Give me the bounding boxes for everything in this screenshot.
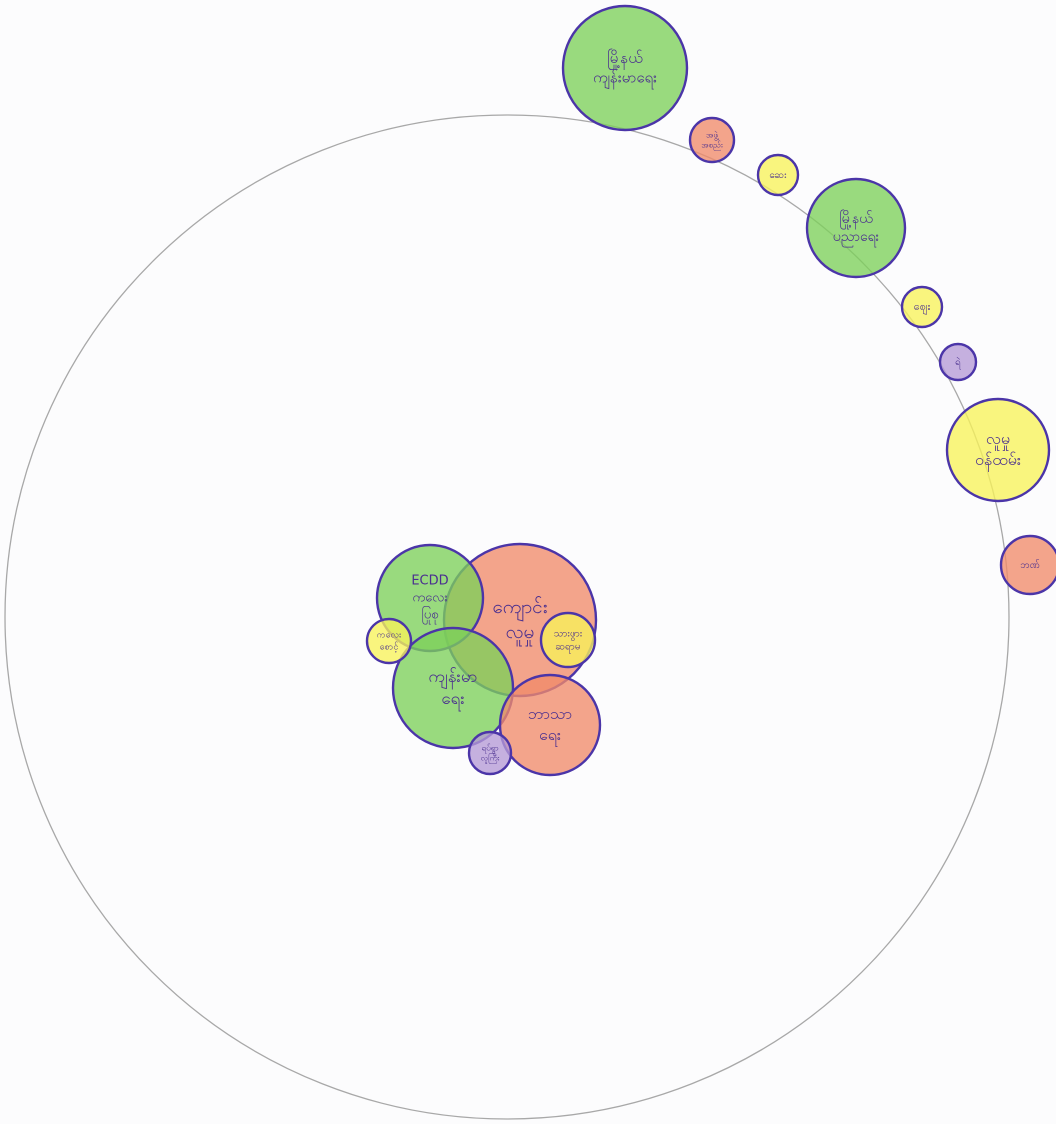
bubble-circle-police	[938, 342, 978, 382]
bubble-circle-bank	[999, 534, 1056, 596]
bubble-health: ကျန်းမာရေး	[391, 626, 515, 750]
bubble-label-small-right-0: သားဖွား	[554, 629, 583, 642]
bubble-ngo: အဖွဲ့အစည်း	[688, 116, 736, 164]
bubble-circle-clinic	[756, 153, 800, 197]
bubble-label-ecdd-1: ကလေး	[412, 591, 447, 606]
bubble-bank: ဘဏ်	[999, 534, 1056, 596]
bubble-label-social-welfare-0: လူမှု	[986, 429, 1010, 451]
bubble-label-township-0: မြို့နယ်	[607, 48, 643, 70]
bubble-circle-market	[900, 285, 944, 329]
bubble-label-social-welfare-1: ဝန်ထမ်း	[975, 450, 1021, 472]
bubble-label-health-0: ကျန်းမာ	[428, 667, 477, 690]
bubble-circle-small-left	[365, 617, 413, 665]
bubble-small-bottom: ရပ်ရွာလူကြီး	[467, 730, 513, 776]
bubble-label-bank-0: ဘဏ်	[1020, 558, 1040, 571]
bubble-label-clinic-0: ဆေး	[769, 170, 787, 181]
bubble-circle-small-bottom	[467, 730, 513, 776]
bubble-circle-township	[561, 4, 689, 132]
bubble-police: ရဲ	[938, 342, 978, 382]
bubble-label-ngo-0: အဖွဲ့	[706, 130, 720, 142]
bubble-label-township-edu-0: မြို့နယ်	[839, 210, 873, 229]
bubble-label-school-0: ကျောင်း	[492, 595, 547, 622]
bubble-label-market-0: ဈေး	[914, 300, 931, 315]
bubble-label-police-0: ရဲ	[955, 355, 961, 370]
bubble-label-ecdd-2: ပြုစု	[422, 605, 439, 624]
bubble-clinic: ဆေး	[756, 153, 800, 197]
bubble-label-ecdd-0: ECDD	[411, 574, 448, 589]
bubble-label-small-bottom-1: လူကြီး	[481, 753, 501, 765]
bubble-label-small-left-1: စောင့်	[380, 641, 399, 652]
bubble-circle-township-edu	[805, 177, 907, 279]
bubble-social-welfare: လူမှုဝန်ထမ်း	[945, 397, 1051, 503]
bubble-label-small-right-1: ဆရာမ	[555, 642, 580, 655]
community-boundary	[4, 114, 1010, 1120]
bubble-circle-social-welfare	[945, 397, 1051, 503]
bubble-small-right: သားဖွားဆရာမ	[539, 611, 597, 669]
bubble-label-township-1: ကျန်းမာရေး	[593, 68, 657, 89]
bubble-label-religion-0: ဘာသာ	[528, 704, 572, 723]
bubble-label-religion-1: ရေး	[539, 725, 561, 747]
bubble-label-small-bottom-0: ရပ်ရွာ	[481, 742, 498, 754]
bubble-township-edu: မြို့နယ်ပညာရေး	[805, 177, 907, 279]
bubble-label-small-left-0: ကလေး	[377, 631, 402, 641]
bubble-township: မြို့နယ်ကျန်းမာရေး	[561, 4, 689, 132]
bubble-circle-health	[391, 626, 515, 750]
bubble-label-ngo-1: အစည်း	[701, 140, 724, 152]
bubble-label-township-edu-1: ပညာရေး	[833, 229, 880, 247]
bubble-market: ဈေး	[900, 285, 944, 329]
bubble-label-health-1: ရေး	[441, 689, 464, 712]
bubble-circle-religion	[498, 673, 602, 777]
bubble-circle-small-right	[539, 611, 597, 669]
bubble-label-school-1: လူမှု	[506, 621, 535, 647]
bubble-circle-ngo	[688, 116, 736, 164]
bubble-small-left: ကလေးစောင့်	[365, 617, 413, 665]
bubble-religion: ဘာသာရေး	[498, 673, 602, 777]
